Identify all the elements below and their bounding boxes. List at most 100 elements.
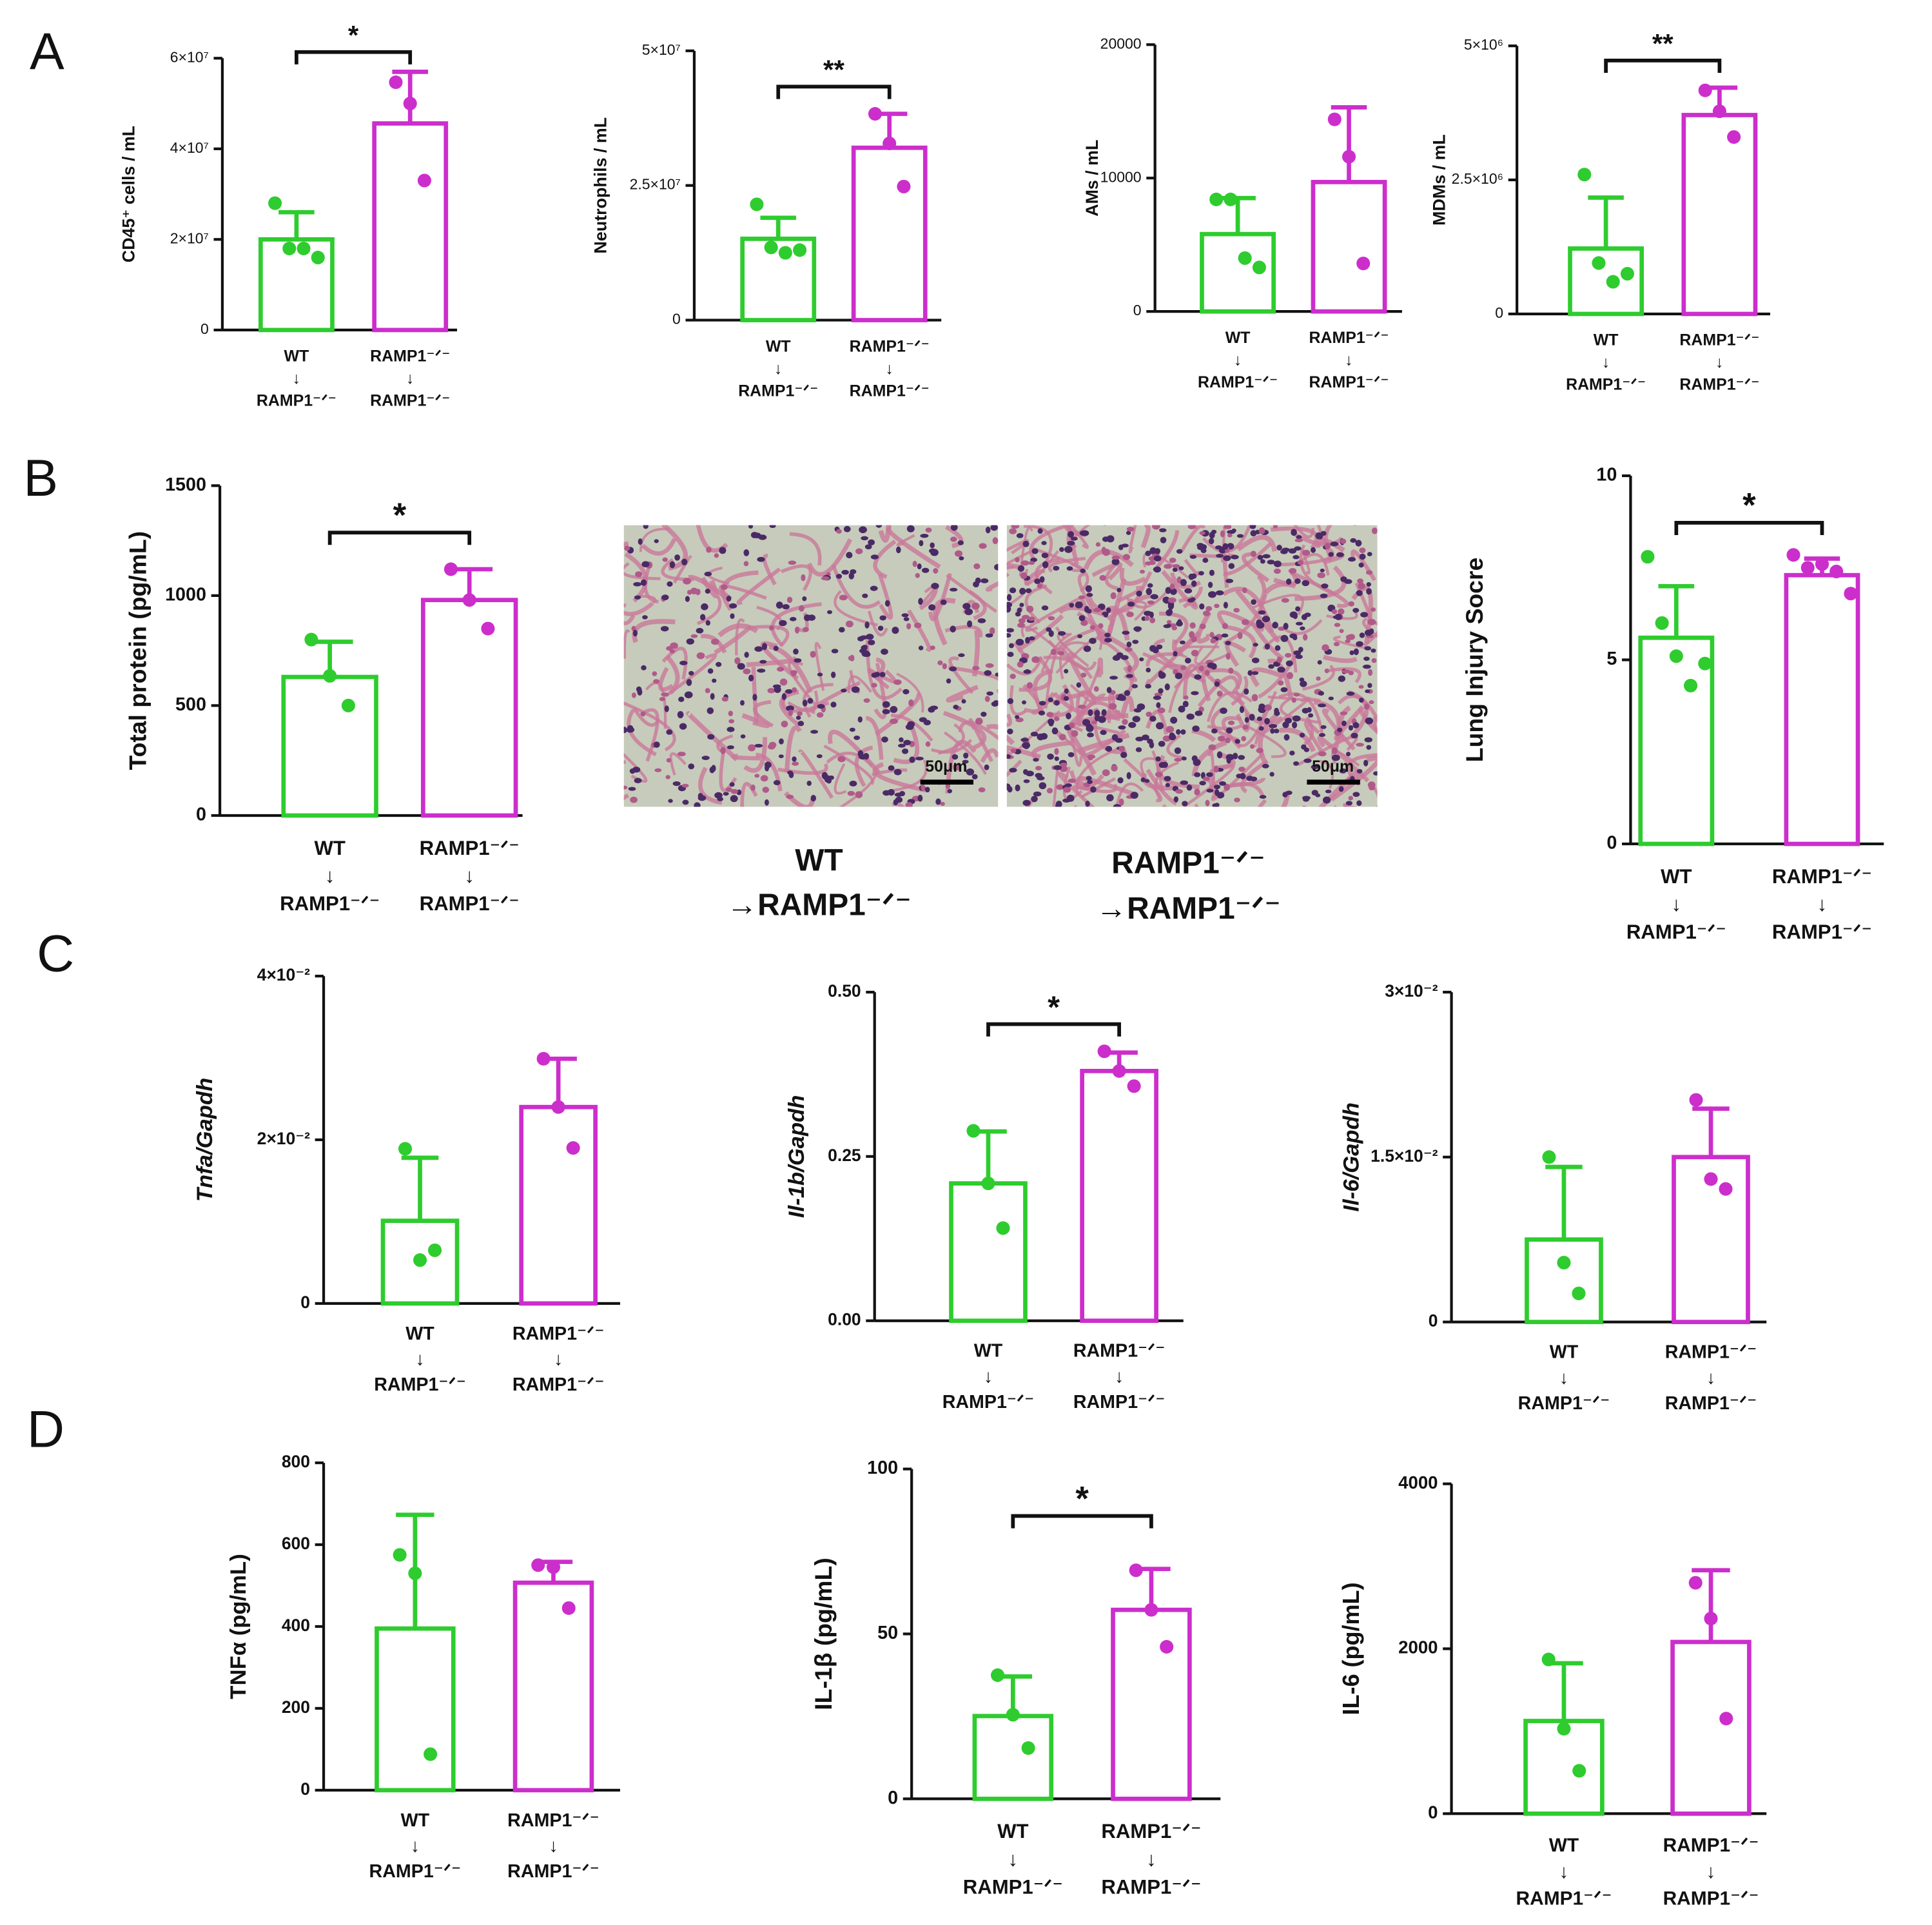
tissue-cell [1009,587,1017,594]
tissue-cell [1182,801,1188,806]
tissue-cell [1336,552,1344,558]
tissue-cell [1214,681,1220,687]
y-axis-label: CD45⁺ cells / mL [119,126,138,262]
tissue-septum [1006,572,1010,577]
tissue-cell [748,674,754,681]
tissue-cell [830,671,836,678]
x-tick-label: ↓ [554,1349,563,1370]
tissue-cell [1137,703,1146,710]
tissue-cell [1124,690,1131,696]
y-tick-label: 0 [1429,1311,1438,1331]
tissue-cell [1026,605,1034,613]
tissue-cell [1175,672,1183,679]
tissue-cell [664,705,669,712]
tissue-cell [1019,603,1024,607]
tissue-cell [903,617,910,621]
tissue-cell [1041,552,1049,558]
tissue-cell [1176,576,1182,583]
bar [1525,1237,1603,1324]
tissue-cell [1337,727,1343,732]
tissue-cell [1249,525,1256,529]
tissue-septum [623,562,661,580]
tissue-cell [1274,645,1281,651]
tissue-cell [716,661,722,667]
tissue-cell [1334,623,1341,627]
y-tick-label: 0 [300,1779,310,1799]
tissue-cell [1273,525,1278,529]
tissue-cell [786,794,794,799]
tissue-septum [878,525,891,543]
tissue-cell [1135,747,1142,752]
tissue-cell [864,544,872,550]
tissue-cell [760,775,768,782]
tissue-cell [743,561,749,567]
x-tick-label: RAMP1⁻ᐟ⁻ [257,392,337,410]
tissue-cell [788,771,794,778]
tissue-cell [1186,784,1193,791]
tissue-cell [1153,567,1160,572]
x-tick-label: WT [1225,329,1251,347]
data-point [1704,1612,1718,1626]
tissue-cell [628,787,636,791]
x-tick-label: ↓ [1234,351,1242,369]
y-tick-label: 3×10⁻² [1385,981,1438,1001]
tissue-cell [1228,563,1235,569]
tissue-cell [1069,603,1075,607]
tissue-cell [806,780,812,787]
tissue-septum [1104,564,1118,591]
tissue-septum [1006,593,1024,607]
tissue-septum [1303,721,1325,755]
tissue-cell [1167,608,1173,616]
tissue-cell [1166,726,1175,733]
tissue-cell [1215,590,1224,596]
image-caption: WT [795,843,843,877]
data-point [1127,1079,1141,1093]
tissue-cell [653,741,660,748]
tissue-cell [1318,733,1326,738]
tissue-cell [1250,551,1256,558]
data-point [1800,561,1815,575]
tissue-cell [1318,751,1327,757]
data-point [444,562,458,576]
tissue-cell [1280,634,1289,642]
tissue-septum [743,737,768,773]
x-tick-label: WT [405,1324,434,1344]
tissue-cell [640,711,646,717]
tissue-cell [984,696,990,702]
tissue-cell [1246,776,1254,781]
x-tick-label: RAMP1⁻ᐟ⁻ [374,1374,466,1395]
tissue-septum [1373,716,1378,734]
data-point [1572,1764,1586,1778]
tissue-cell [1118,798,1124,806]
tissue-cell [1109,676,1118,680]
tissue-septum [847,675,873,694]
tissue-cell [1148,556,1156,562]
tissue-septum [1323,654,1358,663]
tissue-cell [1198,571,1204,576]
tissue-cell [1059,734,1066,741]
y-axis-label: TNFα (pg/mL) [226,1554,251,1699]
tissue-cell [1198,665,1204,672]
tissue-cell [1359,632,1365,638]
tissue-cell [1173,796,1179,803]
y-tick-label: 0 [1428,1803,1438,1822]
tissue-cell [921,784,926,791]
tissue-cell [1176,549,1183,554]
x-tick-label: RAMP1⁻ᐟ⁻ [1518,1393,1610,1414]
tissue-cell [681,558,688,565]
tissue-cell [677,711,684,719]
tissue-cell [627,725,634,731]
tissue-cell [1046,627,1052,632]
panel-label: C [37,925,74,983]
tissue-cell [851,686,860,693]
tissue-cell [1221,633,1229,638]
data-point [424,1747,438,1761]
tissue-septum [807,538,853,577]
data-point [1655,616,1669,630]
tissue-cell [1015,556,1020,563]
tissue-cell [1320,725,1327,729]
tissue-cell [903,739,912,746]
tissue-cell [1008,643,1014,649]
tissue-cell [1209,569,1215,576]
tissue-cell [1010,673,1016,679]
